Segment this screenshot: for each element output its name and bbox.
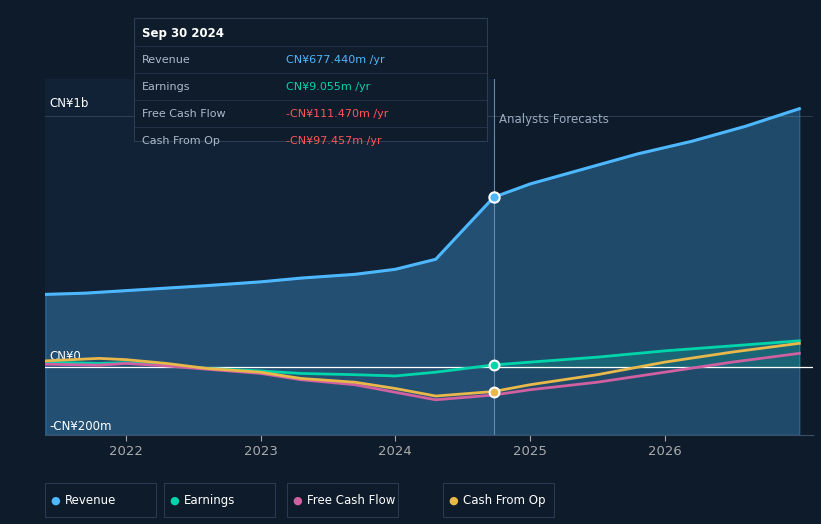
Text: Analysts Forecasts: Analysts Forecasts	[499, 113, 609, 126]
Text: -CN¥200m: -CN¥200m	[49, 420, 112, 433]
Point	[487, 361, 500, 369]
Bar	[45, 79, 493, 435]
Text: Earnings: Earnings	[184, 494, 236, 507]
Text: Cash From Op: Cash From Op	[142, 136, 220, 146]
Text: -CN¥111.470m /yr: -CN¥111.470m /yr	[286, 109, 388, 119]
Text: Free Cash Flow: Free Cash Flow	[142, 109, 226, 119]
Text: Past: Past	[464, 113, 488, 126]
Text: Sep 30 2024: Sep 30 2024	[142, 27, 224, 39]
Text: Cash From Op: Cash From Op	[463, 494, 545, 507]
Text: ●: ●	[50, 495, 60, 506]
Text: Revenue: Revenue	[142, 54, 190, 64]
Text: ●: ●	[292, 495, 302, 506]
Text: ●: ●	[448, 495, 458, 506]
Text: -CN¥97.457m /yr: -CN¥97.457m /yr	[286, 136, 381, 146]
Text: CN¥9.055m /yr: CN¥9.055m /yr	[286, 82, 370, 92]
Point	[487, 387, 500, 396]
Point	[487, 193, 500, 202]
Text: ●: ●	[169, 495, 179, 506]
Text: CN¥677.440m /yr: CN¥677.440m /yr	[286, 54, 384, 64]
Text: CN¥1b: CN¥1b	[49, 97, 89, 110]
Text: Earnings: Earnings	[142, 82, 190, 92]
Text: CN¥0: CN¥0	[49, 350, 81, 363]
Text: Revenue: Revenue	[65, 494, 117, 507]
Text: Free Cash Flow: Free Cash Flow	[307, 494, 396, 507]
